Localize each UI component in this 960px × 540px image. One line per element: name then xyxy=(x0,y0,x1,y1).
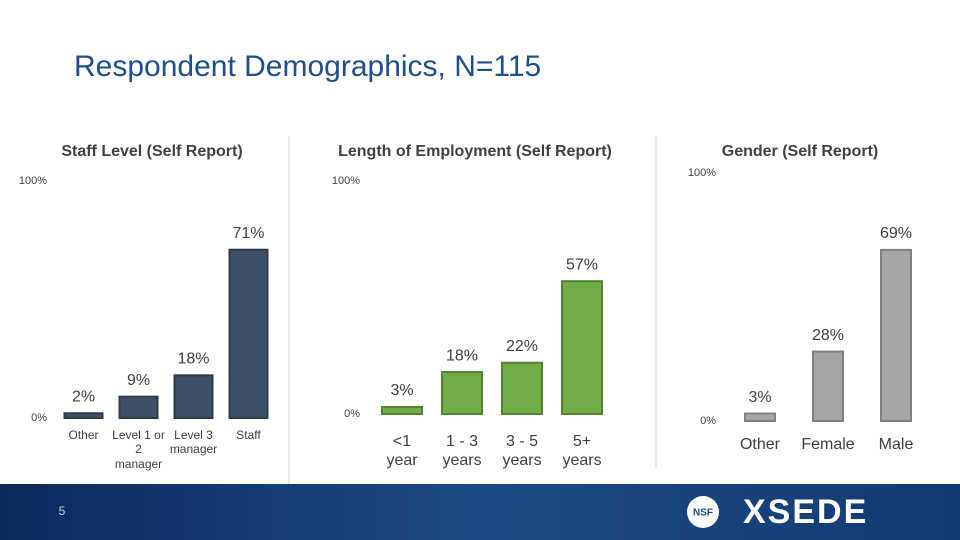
x-tick-label: Male xyxy=(878,436,914,453)
footer-band xyxy=(0,484,960,540)
y-tick-label: 0% xyxy=(31,412,47,424)
x-tick-label: 5+ years xyxy=(562,433,602,470)
chart-title: Gender (Self Report) xyxy=(722,143,878,160)
bar xyxy=(441,371,483,415)
y-tick-label: 100% xyxy=(19,175,47,187)
x-tick-label: Level 3 manager xyxy=(169,428,218,457)
value-label: 22% xyxy=(506,338,538,355)
chart-title: Staff Level (Self Report) xyxy=(61,143,242,160)
value-label: 18% xyxy=(446,347,478,364)
bar xyxy=(173,374,214,419)
value-label: 9% xyxy=(127,372,150,389)
x-tick-label: 3 - 5 years xyxy=(502,433,542,470)
bar xyxy=(744,412,776,422)
x-tick-label: 1 - 3 years xyxy=(442,433,482,470)
bar xyxy=(501,361,543,415)
y-tick-label: 100% xyxy=(332,175,360,187)
bar xyxy=(880,248,912,422)
bar xyxy=(118,395,159,420)
value-label: 3% xyxy=(748,389,771,406)
bar xyxy=(812,350,844,422)
nsf-badge-text: NSF xyxy=(693,508,713,519)
y-tick-label: 0% xyxy=(344,408,360,420)
x-tick-label: Female xyxy=(801,436,855,453)
value-label: 69% xyxy=(880,225,912,242)
value-label: 18% xyxy=(177,351,209,368)
x-tick-label: Staff xyxy=(236,428,261,442)
nsf-badge xyxy=(687,496,719,528)
bar xyxy=(228,248,269,419)
y-tick-label: 0% xyxy=(700,415,716,427)
x-tick-label: <1 year xyxy=(386,433,418,470)
x-tick-label: Other xyxy=(739,436,780,453)
bar xyxy=(561,280,603,415)
y-tick-label: 100% xyxy=(688,167,716,179)
x-tick-label: Other xyxy=(68,428,99,442)
value-label: 3% xyxy=(390,382,413,399)
x-tick-label: Level 1 or 2 manager xyxy=(112,428,165,471)
bar xyxy=(63,412,104,420)
logo: XSEDE xyxy=(743,493,868,531)
value-label: 71% xyxy=(232,225,264,242)
page-number: 5 xyxy=(59,504,66,518)
chart-title: Length of Employment (Self Report) xyxy=(338,143,612,160)
bar xyxy=(381,406,423,416)
value-label: 28% xyxy=(812,327,844,344)
slide-title: Respondent Demographics, N=115 xyxy=(74,50,541,83)
value-label: 57% xyxy=(566,256,598,273)
value-label: 2% xyxy=(72,388,95,405)
